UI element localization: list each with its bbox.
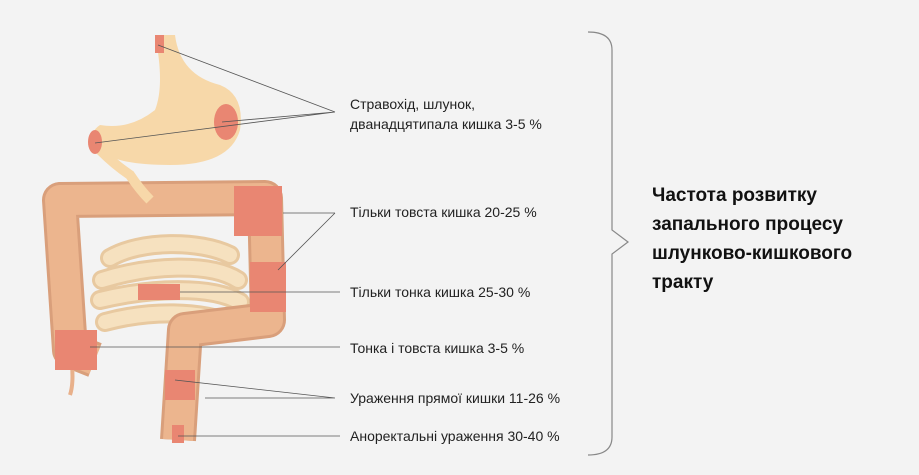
- title: Частота розвитку запального процесу шлунко…: [652, 185, 852, 293]
- label: дванадцятипала кишка 3-5 %: [350, 116, 542, 132]
- title-line: шлунково-кишкового: [652, 243, 852, 264]
- title-line: Частота розвитку: [652, 185, 817, 206]
- label: Ураження прямої кишки 11-26 %: [350, 390, 560, 406]
- brace: [587, 31, 629, 456]
- title-line: тракту: [652, 272, 714, 293]
- gi-tract: [42, 35, 286, 443]
- label: Тільки тонка кишка 25-30 %: [350, 284, 530, 300]
- pointers: [90, 44, 340, 437]
- label: Аноректальні ураження 30-40 %: [350, 428, 560, 444]
- label: Тільки товста кишка 20-25 %: [350, 204, 537, 220]
- label: Тонка і товста кишка 3-5 %: [350, 340, 524, 356]
- label: Стравохід, шлунок,: [350, 96, 475, 112]
- labels: Стравохід, шлунок, дванадцятипала кишка 3…: [350, 96, 560, 444]
- title-line: запального процесу: [652, 214, 843, 235]
